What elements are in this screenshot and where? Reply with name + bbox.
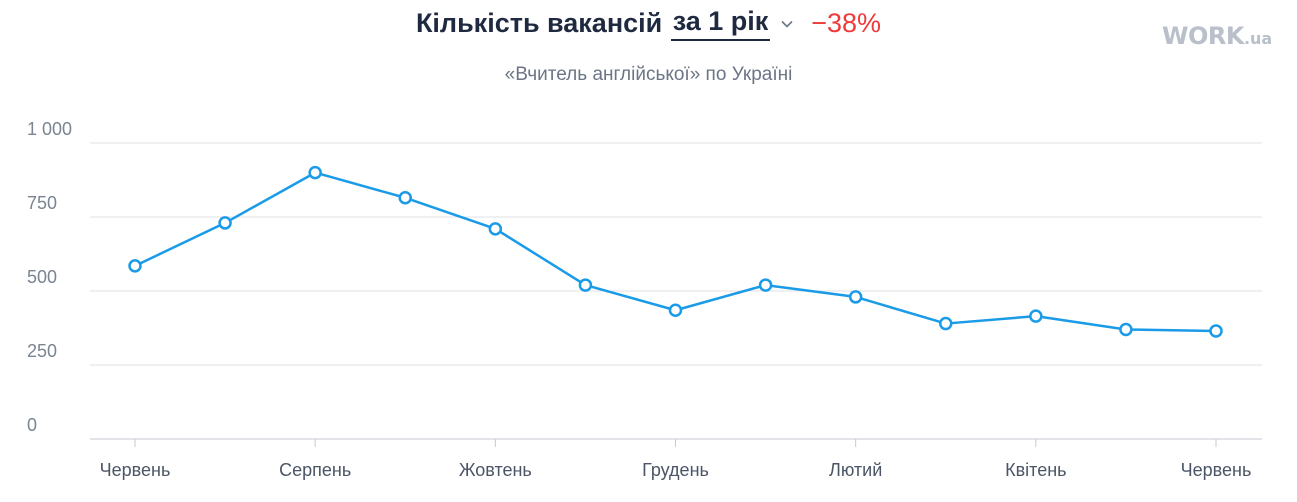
- data-point[interactable]: Квітень: 415: [1029, 309, 1043, 323]
- x-tick-label: Червень: [100, 460, 171, 480]
- data-point[interactable]: Грудень: 435: [668, 303, 683, 317]
- data-point[interactable]: Лютий: 480: [848, 290, 863, 304]
- chart-subtitle: «Вчитель англійської» по Україні: [504, 64, 793, 85]
- x-tick-label: Серпень: [279, 460, 351, 480]
- chart-title: Кількість вакансій: [415, 8, 663, 38]
- chart-header: Кількість вакансій за 1 рік −38%: [0, 6, 1297, 41]
- x-tick-label: Червень: [1181, 460, 1252, 480]
- data-point[interactable]: Жовтень: 710: [488, 222, 503, 236]
- data-point[interactable]: Березень: 390: [939, 316, 953, 331]
- period-selector[interactable]: за 1 рік: [670, 6, 771, 41]
- data-point[interactable]: Серпень: 900: [308, 165, 322, 180]
- data-point[interactable]: Вересень: 815: [398, 191, 412, 205]
- data-point[interactable]: Листопад: 520: [578, 278, 593, 292]
- x-tick-label: Квітень: [1005, 460, 1066, 480]
- y-tick-label: 0: [27, 415, 37, 435]
- data-point[interactable]: Червень: 365: [1209, 324, 1223, 338]
- y-tick-label: 750: [27, 193, 57, 213]
- logo-main: WORK: [1162, 22, 1244, 50]
- data-point[interactable]: Січень: 520: [758, 278, 773, 292]
- data-point[interactable]: Травень: 370: [1119, 322, 1133, 337]
- x-tick-label: Лютий: [829, 460, 882, 480]
- x-axis: Червень Серпень Жовтень Грудень Лютий Квітень…: [100, 439, 1252, 480]
- x-tick-label: Грудень: [642, 460, 709, 480]
- work-ua-logo[interactable]: WORK.ua: [1162, 22, 1272, 50]
- chevron-down-icon[interactable]: [781, 15, 793, 33]
- y-tick-label: 500: [27, 267, 57, 287]
- y-tick-label: 250: [27, 341, 57, 361]
- points-layer: Червень: 585 Липень: 730 Серпень: 900 Верес…: [128, 165, 1223, 338]
- data-point[interactable]: Липень: 730: [218, 216, 232, 230]
- data-point[interactable]: Червень: 585: [128, 259, 142, 273]
- y-axis: 0 250 500 750 1 000: [27, 119, 72, 435]
- x-tick-label: Жовтень: [459, 460, 532, 480]
- grid-layer: [90, 142, 1262, 440]
- change-percent: −38%: [811, 8, 882, 38]
- y-tick-label: 1 000: [27, 119, 72, 139]
- logo-suffix: .ua: [1243, 29, 1273, 48]
